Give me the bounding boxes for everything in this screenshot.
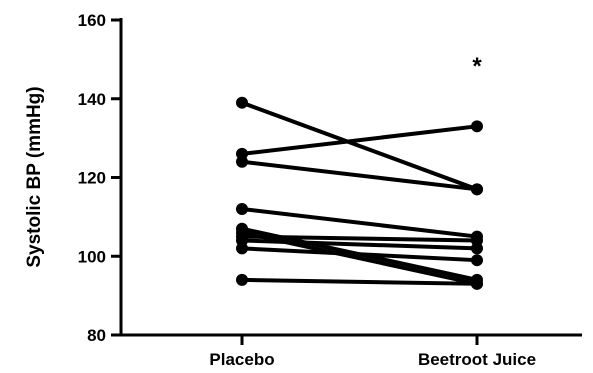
- beetroot-point: [471, 242, 483, 255]
- placebo-point: [236, 242, 248, 255]
- y-tick-label: 120: [78, 169, 106, 188]
- subject-line: [240, 159, 479, 192]
- beetroot-point: [471, 277, 483, 290]
- subject-line: [240, 124, 479, 156]
- paired-series: [236, 96, 483, 290]
- y-tick-label: 140: [78, 90, 106, 109]
- beetroot-point: [471, 120, 483, 133]
- placebo-point: [236, 273, 248, 286]
- x-tick-label: Placebo: [209, 350, 274, 369]
- subject-line: [240, 207, 479, 239]
- subject-line: [240, 100, 479, 192]
- placebo-point: [236, 203, 248, 215]
- significance-asterisk: *: [472, 53, 482, 80]
- subject-line: [240, 234, 479, 243]
- x-axis-ticks: Placebo Beetroot Juice: [209, 335, 536, 369]
- beetroot-point: [471, 183, 483, 196]
- y-tick-label: 160: [78, 11, 106, 30]
- subject-line: [240, 277, 479, 286]
- y-axis-title: Systolic BP (mmHg): [24, 86, 45, 267]
- placebo-point: [236, 96, 248, 109]
- placebo-point: [236, 155, 248, 168]
- subject-line: [240, 238, 479, 251]
- y-tick-label: 100: [78, 247, 106, 266]
- y-axis-ticks: 80 100 120 140 160: [78, 11, 121, 345]
- x-tick-label: Beetroot Juice: [418, 350, 536, 369]
- y-tick-label: 80: [87, 326, 106, 345]
- subject-line: [240, 246, 479, 263]
- beetroot-point: [471, 254, 483, 267]
